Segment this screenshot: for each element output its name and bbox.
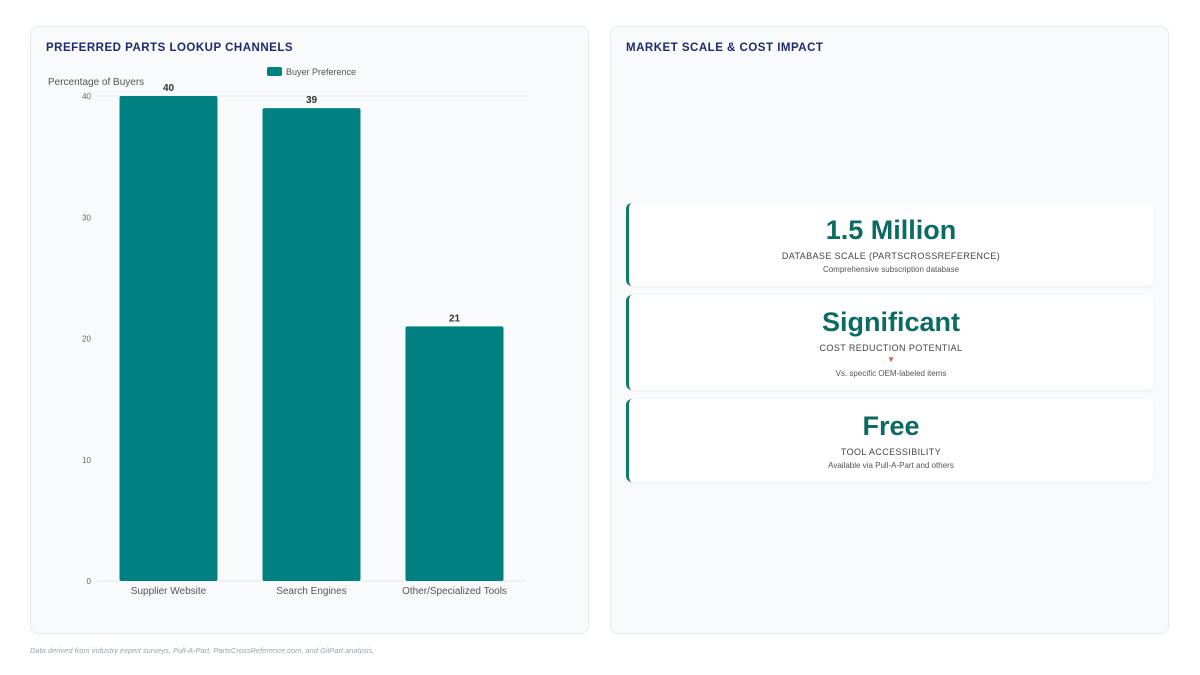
stat-value: Significant bbox=[821, 307, 960, 337]
stat-label: DATABASE SCALE (PARTSCROSSREFERENCE) bbox=[781, 251, 1001, 261]
y-tick-label: 20 bbox=[82, 335, 91, 344]
y-tick-label: 10 bbox=[82, 456, 91, 465]
stat-label: COST REDUCTION POTENTIAL bbox=[819, 343, 963, 353]
bar-chart: Percentage of Buyers Buyer Preference 0 10 2… bbox=[48, 67, 526, 597]
x-tick-label: Supplier Website bbox=[131, 586, 207, 597]
stat-label: TOOL ACCESSIBILITY bbox=[840, 447, 942, 457]
stat-subtext: Vs. specific OEM-labeled items bbox=[835, 369, 947, 378]
stats-panel: MARKET SCALE & COST IMPACT 1.5 Million D… bbox=[610, 26, 1169, 634]
legend-label: Buyer Preference bbox=[286, 67, 356, 77]
y-tick-label: 0 bbox=[87, 577, 92, 586]
stat-subtext: Available via Pull-A-Part and others bbox=[828, 461, 954, 470]
stat-value: Free bbox=[862, 411, 920, 441]
chart-panel: PREFERRED PARTS LOOKUP CHANNELS Percenta… bbox=[30, 26, 589, 634]
source-footnote: Data derived from industry expert survey… bbox=[30, 646, 375, 655]
stat-card-database-scale: 1.5 Million DATABASE SCALE (PARTSCROSSRE… bbox=[626, 203, 1153, 286]
down-arrow-icon: ▼ bbox=[887, 355, 895, 364]
data-label: 21 bbox=[449, 313, 461, 324]
stat-value: 1.5 Million bbox=[825, 215, 957, 245]
x-tick-label: Search Engines bbox=[276, 586, 347, 597]
stats-title: MARKET SCALE & COST IMPACT bbox=[626, 42, 824, 54]
data-label: 39 bbox=[306, 95, 318, 106]
stat-card-cost-reduction: Significant COST REDUCTION POTENTIAL ▼ V… bbox=[626, 295, 1153, 390]
y-axis-label: Percentage of Buyers bbox=[48, 77, 144, 88]
bar bbox=[262, 108, 361, 581]
chart-title: PREFERRED PARTS LOOKUP CHANNELS bbox=[46, 42, 294, 54]
bar bbox=[405, 326, 504, 581]
data-label: 40 bbox=[163, 83, 175, 94]
legend-swatch bbox=[267, 67, 282, 76]
x-tick-label: Other/Specialized Tools bbox=[402, 586, 507, 597]
y-tick-label: 40 bbox=[82, 92, 91, 101]
y-tick-label: 30 bbox=[82, 213, 91, 222]
stat-subtext: Comprehensive subscription database bbox=[822, 265, 960, 274]
bar bbox=[119, 96, 218, 581]
stat-card-tool-accessibility: Free TOOL ACCESSIBILITY Available via Pu… bbox=[626, 399, 1153, 482]
